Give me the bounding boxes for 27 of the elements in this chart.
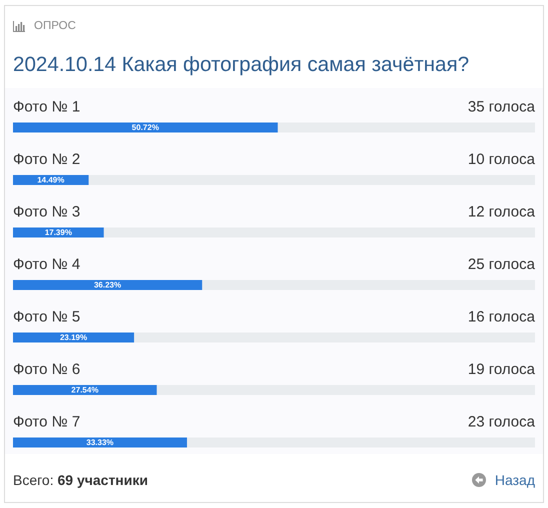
annotation: 23 голоса xyxy=(468,414,536,430)
annotation: 16 голоса xyxy=(468,308,536,326)
text: Назад xyxy=(494,471,535,489)
data-label: 36.23% xyxy=(94,280,122,290)
y-tick-label: Фото № 3 xyxy=(13,204,80,220)
text: ОПРОС xyxy=(34,19,76,33)
annotation: 35 голоса xyxy=(468,98,536,116)
data-label: 17.39% xyxy=(44,228,72,237)
y-tick-label: Фото № 7 xyxy=(13,414,80,430)
data-label: 33.33% xyxy=(86,438,114,447)
annotation: 25 голоса xyxy=(468,256,536,273)
annotation: 12 голоса xyxy=(468,204,536,220)
bar xyxy=(13,228,104,238)
y-tick-label: Фото № 2 xyxy=(13,151,80,168)
annotation: 19 голоса xyxy=(468,361,536,378)
annotation: 10 голоса xyxy=(468,151,536,168)
y-tick-label: Фото № 6 xyxy=(13,361,80,378)
text: Всего: 69 участники xyxy=(13,472,148,488)
y-tick-label: Фото № 4 xyxy=(13,256,80,273)
data-label: 27.54% xyxy=(71,386,98,394)
data-label: 23.19% xyxy=(60,333,88,342)
y-tick-label: Фото № 1 xyxy=(13,98,80,116)
chart-title: 2024.10.14 Какая фотография самая зачётная? xyxy=(13,52,470,78)
data-label: 14.49% xyxy=(37,176,64,184)
y-tick-label: Фото № 5 xyxy=(13,308,80,326)
data-label: 50.72% xyxy=(132,123,159,132)
bar xyxy=(13,332,134,342)
